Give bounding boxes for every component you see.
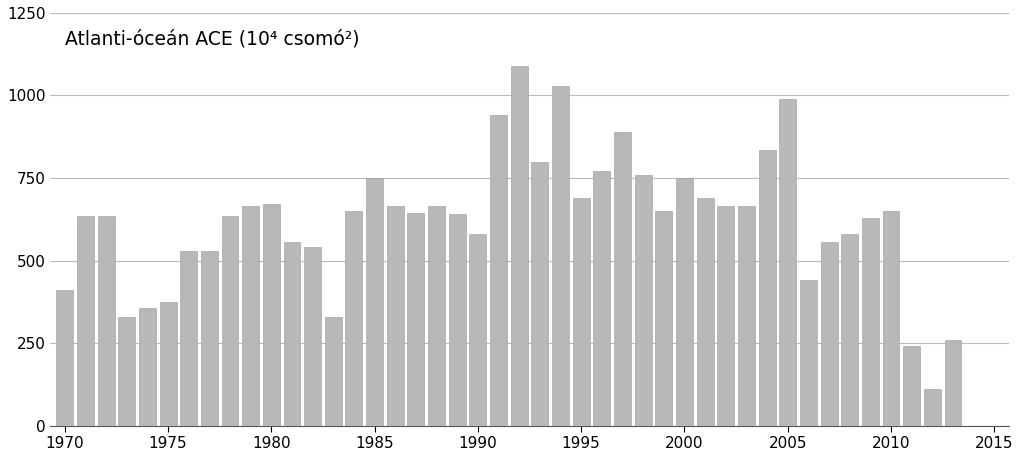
Bar	[800, 280, 817, 425]
Bar	[263, 204, 280, 425]
Bar	[201, 251, 218, 425]
Bar	[883, 211, 899, 425]
Bar	[366, 178, 383, 425]
Bar	[531, 162, 548, 425]
Bar	[593, 171, 611, 425]
Bar	[470, 234, 486, 425]
Bar	[759, 150, 775, 425]
Bar	[510, 66, 528, 425]
Bar	[387, 206, 404, 425]
Bar	[634, 174, 652, 425]
Bar	[449, 214, 465, 425]
Bar	[903, 346, 920, 425]
Bar	[222, 216, 238, 425]
Bar	[924, 389, 941, 425]
Bar	[697, 198, 714, 425]
Bar	[283, 242, 301, 425]
Bar	[490, 115, 507, 425]
Bar	[841, 234, 858, 425]
Bar	[780, 99, 796, 425]
Bar	[552, 86, 569, 425]
Bar	[346, 211, 362, 425]
Bar	[56, 290, 74, 425]
Bar	[820, 242, 838, 425]
Bar	[614, 132, 631, 425]
Bar	[738, 206, 755, 425]
Bar	[139, 308, 155, 425]
Bar	[304, 247, 321, 425]
Bar	[862, 218, 879, 425]
Bar	[160, 302, 177, 425]
Bar	[656, 211, 672, 425]
Bar	[119, 316, 135, 425]
Bar	[676, 178, 693, 425]
Bar	[77, 216, 94, 425]
Bar	[407, 213, 425, 425]
Bar	[717, 206, 735, 425]
Bar	[242, 206, 259, 425]
Bar	[944, 340, 962, 425]
Bar	[325, 316, 342, 425]
Bar	[97, 216, 115, 425]
Bar	[573, 198, 589, 425]
Bar	[180, 251, 197, 425]
Text: Atlanti-óceán ACE (10⁴ csomó²): Atlanti-óceán ACE (10⁴ csomó²)	[64, 29, 359, 49]
Bar	[428, 206, 445, 425]
